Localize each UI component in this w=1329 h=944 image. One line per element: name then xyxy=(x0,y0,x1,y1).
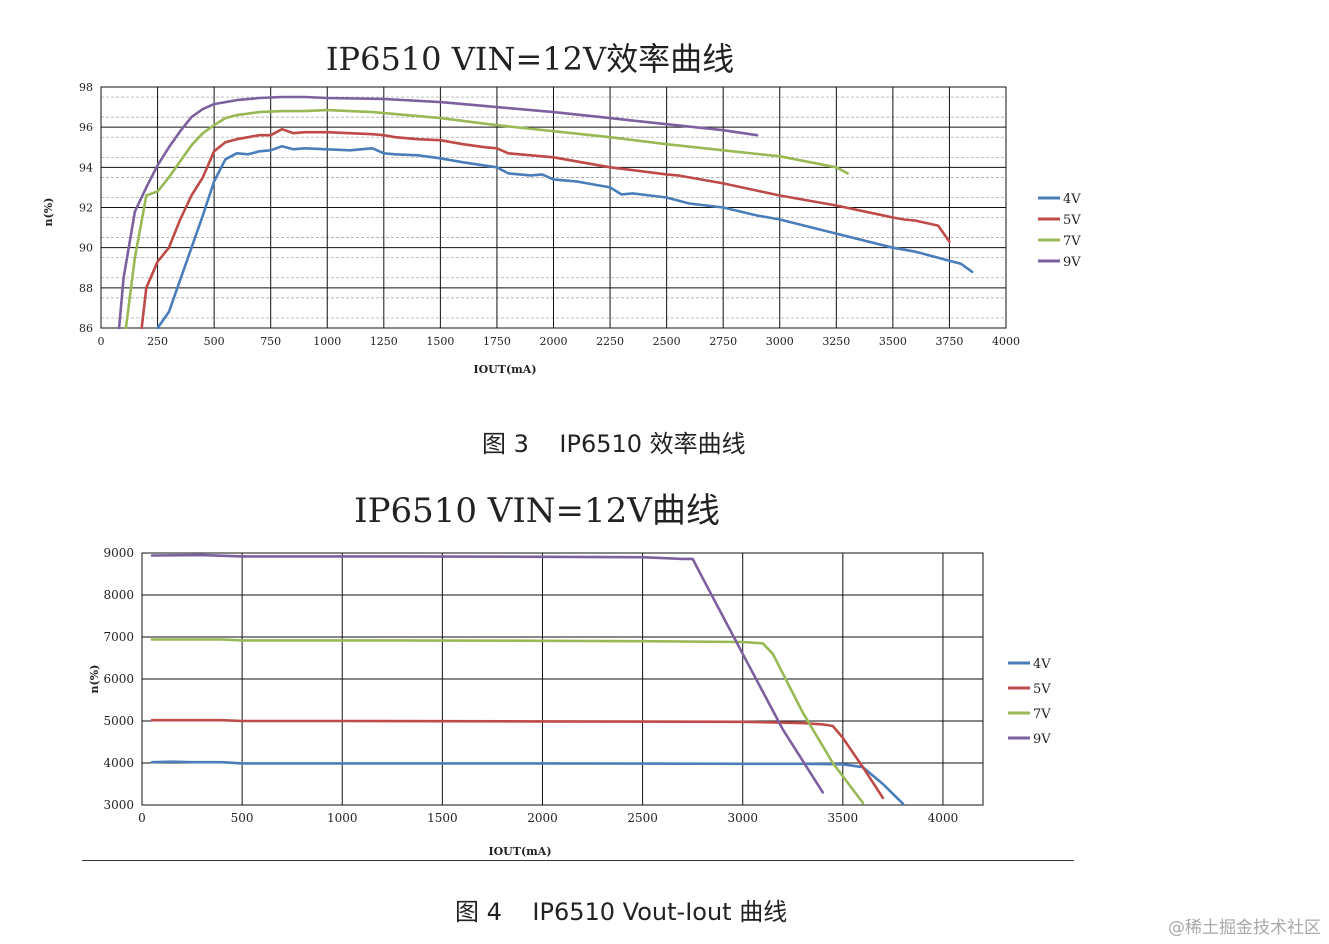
c2-x-tick-label: 3000 xyxy=(727,811,758,825)
c1-legend-label: 9V xyxy=(1063,255,1081,270)
c1-y-tick-label: 90 xyxy=(79,242,93,255)
c1-y-tick-label: 98 xyxy=(79,81,93,94)
c2-y-tick-label: 3000 xyxy=(103,798,134,812)
c1-x-tick-label: 1500 xyxy=(426,335,454,348)
c2-x-tick-label: 1500 xyxy=(427,811,458,825)
c2-x-tick-label: 1000 xyxy=(327,811,358,825)
c1-chart-title: IP6510 VIN=12V效率曲线 xyxy=(326,40,734,78)
c2-y-tick-label: 5000 xyxy=(103,714,134,728)
c2-y-axis-label: n(%) xyxy=(88,665,101,694)
c2-legend-label: 9V xyxy=(1033,732,1051,747)
watermark: @稀土掘金技术社区 xyxy=(1168,918,1321,938)
c1-series-line-7V xyxy=(124,108,849,330)
c1-series-line-4V xyxy=(156,144,974,330)
c2-x-axis-label: IOUT(mA) xyxy=(488,845,551,858)
c1-x-tick-label: 0 xyxy=(98,335,105,348)
chart2-caption: 图 4 IP6510 Vout-Iout 曲线 xyxy=(455,898,788,926)
c2-series-line-7V xyxy=(150,638,865,805)
c2-y-tick-label: 4000 xyxy=(103,756,134,770)
c1-x-tick-label: 250 xyxy=(147,335,168,348)
c1-x-tick-label: 3000 xyxy=(766,335,794,348)
c2-series-line-5V xyxy=(150,718,885,800)
c2-legend-label: 5V xyxy=(1033,682,1051,697)
c1-plot-frame xyxy=(100,86,1007,329)
c1-x-tick-label: 4000 xyxy=(992,335,1020,348)
c2-x-tick-label: 500 xyxy=(231,811,254,825)
c2-x-tick-label: 2500 xyxy=(627,811,658,825)
c2-series-line-4V xyxy=(150,760,905,806)
c1-y-tick-label: 88 xyxy=(79,282,93,295)
c1-legend-label: 7V xyxy=(1063,234,1081,249)
c2-x-tick-label: 3500 xyxy=(828,811,859,825)
c2-x-tick-label: 2000 xyxy=(527,811,558,825)
divider xyxy=(82,860,1074,861)
c2-y-tick-label: 9000 xyxy=(103,546,134,560)
c2-x-tick-label: 4000 xyxy=(928,811,959,825)
c1-x-tick-label: 2250 xyxy=(596,335,624,348)
c1-x-tick-label: 1250 xyxy=(370,335,398,348)
c2-y-tick-label: 8000 xyxy=(103,588,134,602)
c2-chart-title: IP6510 VIN=12V曲线 xyxy=(354,491,720,531)
c1-y-tick-label: 94 xyxy=(79,161,93,174)
chart1-caption: 图 3 IP6510 效率曲线 xyxy=(482,430,746,458)
c1-x-tick-label: 500 xyxy=(204,335,225,348)
c1-x-tick-label: 2500 xyxy=(653,335,681,348)
c1-legend-label: 5V xyxy=(1063,213,1081,228)
c1-y-tick-label: 92 xyxy=(79,202,93,215)
c1-series-line-5V xyxy=(140,127,951,330)
c1-x-tick-label: 750 xyxy=(260,335,281,348)
c1-x-tick-label: 3250 xyxy=(822,335,850,348)
c1-x-tick-label: 2750 xyxy=(709,335,737,348)
c2-x-tick-label: 0 xyxy=(138,811,146,825)
c1-y-tick-label: 86 xyxy=(79,322,93,335)
c1-series-line-9V xyxy=(117,95,759,330)
c2-y-tick-label: 7000 xyxy=(103,630,134,644)
c1-x-axis-label: IOUT(mA) xyxy=(473,363,536,376)
c1-legend-label: 4V xyxy=(1063,192,1081,207)
c1-x-tick-label: 1000 xyxy=(313,335,341,348)
c2-series-line-9V xyxy=(150,553,825,794)
c2-legend-label: 7V xyxy=(1033,707,1051,722)
c2-plot-frame xyxy=(141,552,984,806)
c1-x-tick-label: 2000 xyxy=(540,335,568,348)
c1-y-axis-label: n(%) xyxy=(42,198,55,227)
c1-x-tick-label: 3750 xyxy=(935,335,963,348)
c2-y-tick-label: 6000 xyxy=(103,672,134,686)
c2-legend-label: 4V xyxy=(1033,657,1051,672)
c1-x-tick-label: 3500 xyxy=(879,335,907,348)
c1-x-tick-label: 1750 xyxy=(483,335,511,348)
c1-y-tick-label: 96 xyxy=(79,121,93,134)
